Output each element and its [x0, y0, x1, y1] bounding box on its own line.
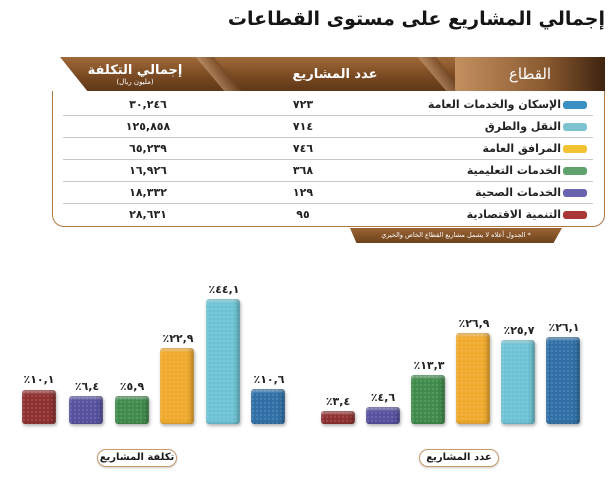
header-count: عدد المشاريع	[240, 57, 430, 91]
bar-value-label: ٪٢٢,٩	[162, 332, 194, 345]
cost-cell: ١٨,٣٣٢	[129, 186, 167, 199]
header-count-label: عدد المشاريع	[292, 66, 378, 82]
sector-cell: التنمية الاقتصادية	[466, 208, 561, 221]
legend-swatch-icon	[563, 211, 587, 219]
bar-health-services	[366, 407, 400, 424]
table-footnote: * الجدول أعلاه لا يشمل مشاريع القطاع الخ…	[350, 228, 562, 243]
bar-economic-development	[22, 390, 56, 424]
table-row: ١٦,٩٢٦ ٣٦٨ الخدمات التعليمية	[63, 160, 593, 182]
cost-cell: ١٢٥,٨٥٨	[125, 120, 171, 133]
bar-education-services	[411, 375, 445, 424]
cost-cell: ٣٠,٢٤٦	[129, 98, 167, 111]
bar-value-label: ٪٢٥,٧	[503, 324, 535, 337]
sector-cell: الخدمات التعليمية	[466, 164, 561, 177]
count-cell: ٣٦٨	[292, 164, 314, 177]
bar-value-label: ٪٢٦,٩	[458, 317, 490, 330]
table-header: إجمالي التكلفة (مليون ريال) عدد المشاريع…	[60, 57, 605, 91]
sector-cell: الإسكان والخدمات العامة	[427, 98, 561, 111]
count-cell: ٧٤٦	[292, 142, 314, 155]
cost-cell: ٦٥,٢٣٩	[129, 142, 167, 155]
bar-public-utilities	[160, 348, 194, 424]
bar-education-services	[115, 396, 149, 424]
table-row: ٣٠,٢٤٦ ٧٢٣ الإسكان والخدمات العامة	[63, 94, 593, 116]
sector-cell: المرافق العامة	[482, 142, 561, 155]
table-row: ٢٨,٦٣١ ٩٥ التنمية الاقتصادية	[63, 204, 593, 226]
count-cell: ٩٥	[296, 208, 310, 221]
header-cost-label: إجمالي التكلفة	[87, 62, 183, 78]
bar-housing-public-services	[251, 389, 285, 424]
legend-swatch-icon	[563, 145, 587, 153]
bar-value-label: ٪٦,٤	[74, 380, 100, 393]
cost-cell: ٢٨,٦٣١	[129, 208, 167, 221]
bar-value-label: ٪٣,٤	[325, 395, 351, 408]
bar-health-services	[69, 396, 103, 424]
bar-value-label: ٪٤٤,١	[208, 283, 240, 296]
count-cell: ٧٢٣	[292, 98, 314, 111]
bar-value-label: ٪٥,٩	[119, 380, 145, 393]
count-cell: ٧١٤	[292, 120, 314, 133]
count-chart-label: عدد المشاريع	[419, 449, 499, 467]
bar-value-label: ٪٤,٦	[370, 391, 396, 404]
bar-transport-roads	[206, 299, 240, 424]
count-cell: ١٢٩	[292, 186, 314, 199]
legend-swatch-icon	[563, 189, 587, 197]
cost-chart-label: تكلفة المشاريع	[97, 449, 177, 467]
bar-value-label: ٪١٠,١	[23, 373, 55, 386]
bar-housing-public-services	[546, 337, 580, 424]
bar-value-label: ٪١٠,٦	[253, 373, 285, 386]
page-title: إجمالي المشاريع على مستوى القطاعات	[227, 8, 605, 30]
header-cost-unit: (مليون ريال)	[116, 77, 154, 86]
table-body: ٣٠,٢٤٦ ٧٢٣ الإسكان والخدمات العامة ١٢٥,٨…	[52, 91, 605, 227]
table-row: ٦٥,٢٣٩ ٧٤٦ المرافق العامة	[63, 138, 593, 160]
sector-cell: الخدمات الصحية	[475, 186, 561, 199]
bar-transport-roads	[501, 340, 535, 424]
count-bar-chart: ٪٣,٤ ٪٤,٦ ٪١٣,٣ ٪٢٦,٩ ٪٢٥,٧ ٪٢٦,١	[310, 270, 600, 430]
cost-bar-chart: ٪١٠,١ ٪٦,٤ ٪٥,٩ ٪٢٢,٩ ٪٤٤,١ ٪١٠,٦	[10, 270, 295, 430]
sector-table: إجمالي التكلفة (مليون ريال) عدد المشاريع…	[52, 57, 605, 227]
legend-swatch-icon	[563, 123, 587, 131]
header-cost: إجمالي التكلفة (مليون ريال)	[60, 57, 210, 91]
bar-public-utilities	[456, 333, 490, 424]
cost-cell: ١٦,٩٢٦	[129, 164, 167, 177]
header-sector-label: القطاع	[508, 65, 552, 83]
table-row: ١٨,٣٣٢ ١٢٩ الخدمات الصحية	[63, 182, 593, 204]
bar-economic-development	[321, 411, 355, 424]
sector-cell: النقل والطرق	[484, 120, 561, 133]
bar-value-label: ٪١٣,٣	[413, 359, 445, 372]
legend-swatch-icon	[563, 167, 587, 175]
table-row: ١٢٥,٨٥٨ ٧١٤ النقل والطرق	[63, 116, 593, 138]
header-sector: القطاع	[455, 57, 605, 91]
bar-value-label: ٪٢٦,١	[548, 321, 580, 334]
legend-swatch-icon	[563, 101, 587, 109]
